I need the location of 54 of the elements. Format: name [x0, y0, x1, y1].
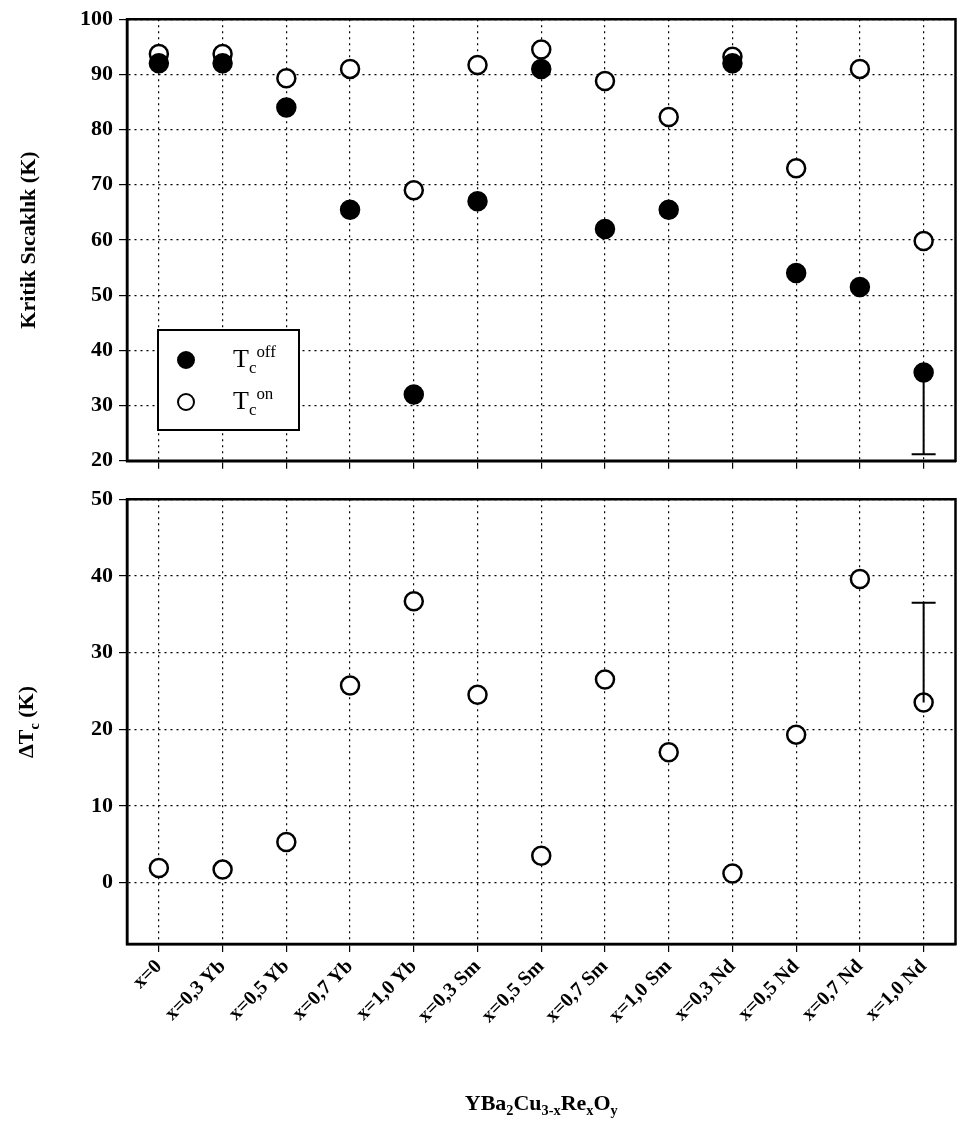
point — [467, 191, 488, 212]
point — [212, 859, 233, 880]
point — [785, 262, 807, 284]
point — [403, 590, 425, 612]
y-tick-label: 30 — [91, 391, 113, 417]
x-axis-title: YBa$_{2}$Cu$_{3-x}$Re$_{x}$O$_{y}$ — [464, 1090, 618, 1120]
point — [913, 230, 934, 252]
point — [785, 157, 807, 179]
point — [913, 362, 934, 383]
point — [276, 97, 297, 118]
point — [722, 863, 743, 884]
point — [531, 845, 552, 867]
point — [148, 53, 170, 74]
y-tick-label: 50 — [91, 484, 113, 510]
point — [658, 106, 679, 128]
point — [785, 724, 807, 745]
point — [849, 58, 871, 80]
y-tick-label: 0 — [102, 868, 113, 894]
point — [658, 742, 679, 763]
y-tick-label: 40 — [91, 336, 113, 362]
y-tick-label: 90 — [91, 60, 113, 86]
y-tick-label: 70 — [91, 170, 113, 196]
y-tick-label: 80 — [91, 115, 113, 141]
y-axis-title: Kritik Sıcaklık (K) — [15, 151, 41, 329]
y-tick-label: 100 — [80, 4, 113, 30]
point — [594, 669, 616, 690]
point — [339, 199, 361, 220]
point — [849, 276, 871, 298]
point — [531, 58, 552, 80]
point — [849, 568, 871, 590]
point — [339, 58, 361, 80]
point — [658, 199, 679, 220]
point — [531, 39, 552, 60]
point — [403, 384, 425, 405]
point — [403, 180, 425, 201]
point — [594, 218, 616, 240]
x-tick-label: x=0 — [127, 954, 166, 993]
point — [467, 54, 488, 76]
y-tick-label: 20 — [91, 446, 113, 472]
point — [212, 53, 233, 74]
point — [913, 692, 934, 713]
point — [276, 68, 297, 89]
y-tick-label: 10 — [91, 791, 113, 817]
y-tick-label: 60 — [91, 225, 113, 251]
point — [594, 70, 616, 92]
y-tick-label: 50 — [91, 280, 113, 306]
point — [276, 831, 297, 853]
point — [467, 684, 488, 706]
y-tick-label: 40 — [91, 561, 113, 587]
y-tick-label: 30 — [91, 638, 113, 664]
y-tick-label: 20 — [91, 714, 113, 740]
point — [148, 857, 170, 879]
point — [339, 675, 361, 696]
point — [722, 53, 743, 74]
